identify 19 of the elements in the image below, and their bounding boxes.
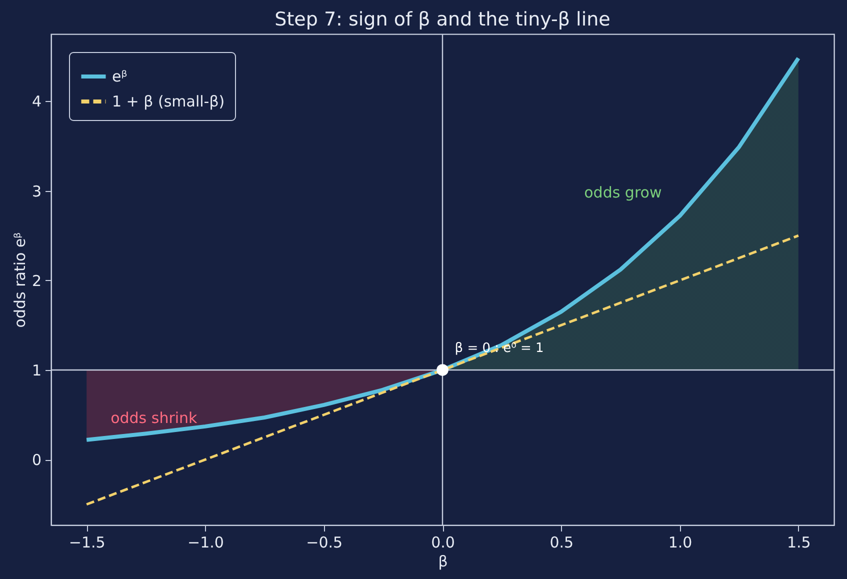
chart-title: Step 7: sign of β and the tiny-β line	[274, 8, 610, 30]
y-tick-label: 3	[32, 182, 42, 200]
x-tick-label: −1.0	[188, 534, 224, 552]
x-axis-title: β	[438, 552, 448, 570]
x-tick-label: 0.5	[550, 534, 574, 552]
y-tick-label: 0	[32, 451, 42, 470]
legend-label: 1 + β (small-β)	[112, 92, 225, 110]
y-tick-label: 4	[32, 92, 42, 111]
legend-label: eᵝ	[112, 68, 128, 86]
x-tick-label: 0.0	[431, 534, 455, 552]
x-tick-label: 1.5	[786, 534, 811, 552]
y-tick-label: 1	[32, 361, 42, 380]
x-tick-label: −1.5	[68, 534, 106, 552]
x-tick-label: 1.0	[668, 534, 692, 552]
y-tick-label: 2	[32, 272, 42, 290]
y-axis-title: odds ratio eᵝ	[10, 232, 29, 328]
annotation: odds grow	[584, 184, 662, 202]
x-tick-label: −0.5	[306, 534, 343, 552]
annotation: odds shrink	[110, 409, 198, 427]
